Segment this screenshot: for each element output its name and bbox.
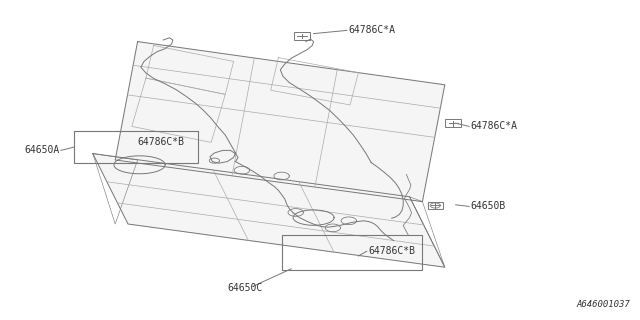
Text: 64786C*B: 64786C*B (138, 137, 184, 148)
Text: 64786C*A: 64786C*A (349, 25, 396, 36)
Text: A646001037: A646001037 (577, 300, 630, 309)
Bar (294, 32, 310, 40)
Text: 64650C: 64650C (227, 283, 262, 293)
Polygon shape (93, 154, 445, 267)
Bar (282, 235, 422, 270)
Text: 64650A: 64650A (24, 145, 60, 156)
Bar (428, 202, 443, 209)
Bar (445, 119, 461, 127)
Text: 64786C*A: 64786C*A (470, 121, 517, 132)
Text: 64650B: 64650B (470, 201, 506, 212)
Text: 64786C*B: 64786C*B (368, 246, 415, 256)
Bar (74, 131, 198, 163)
Polygon shape (115, 42, 445, 202)
